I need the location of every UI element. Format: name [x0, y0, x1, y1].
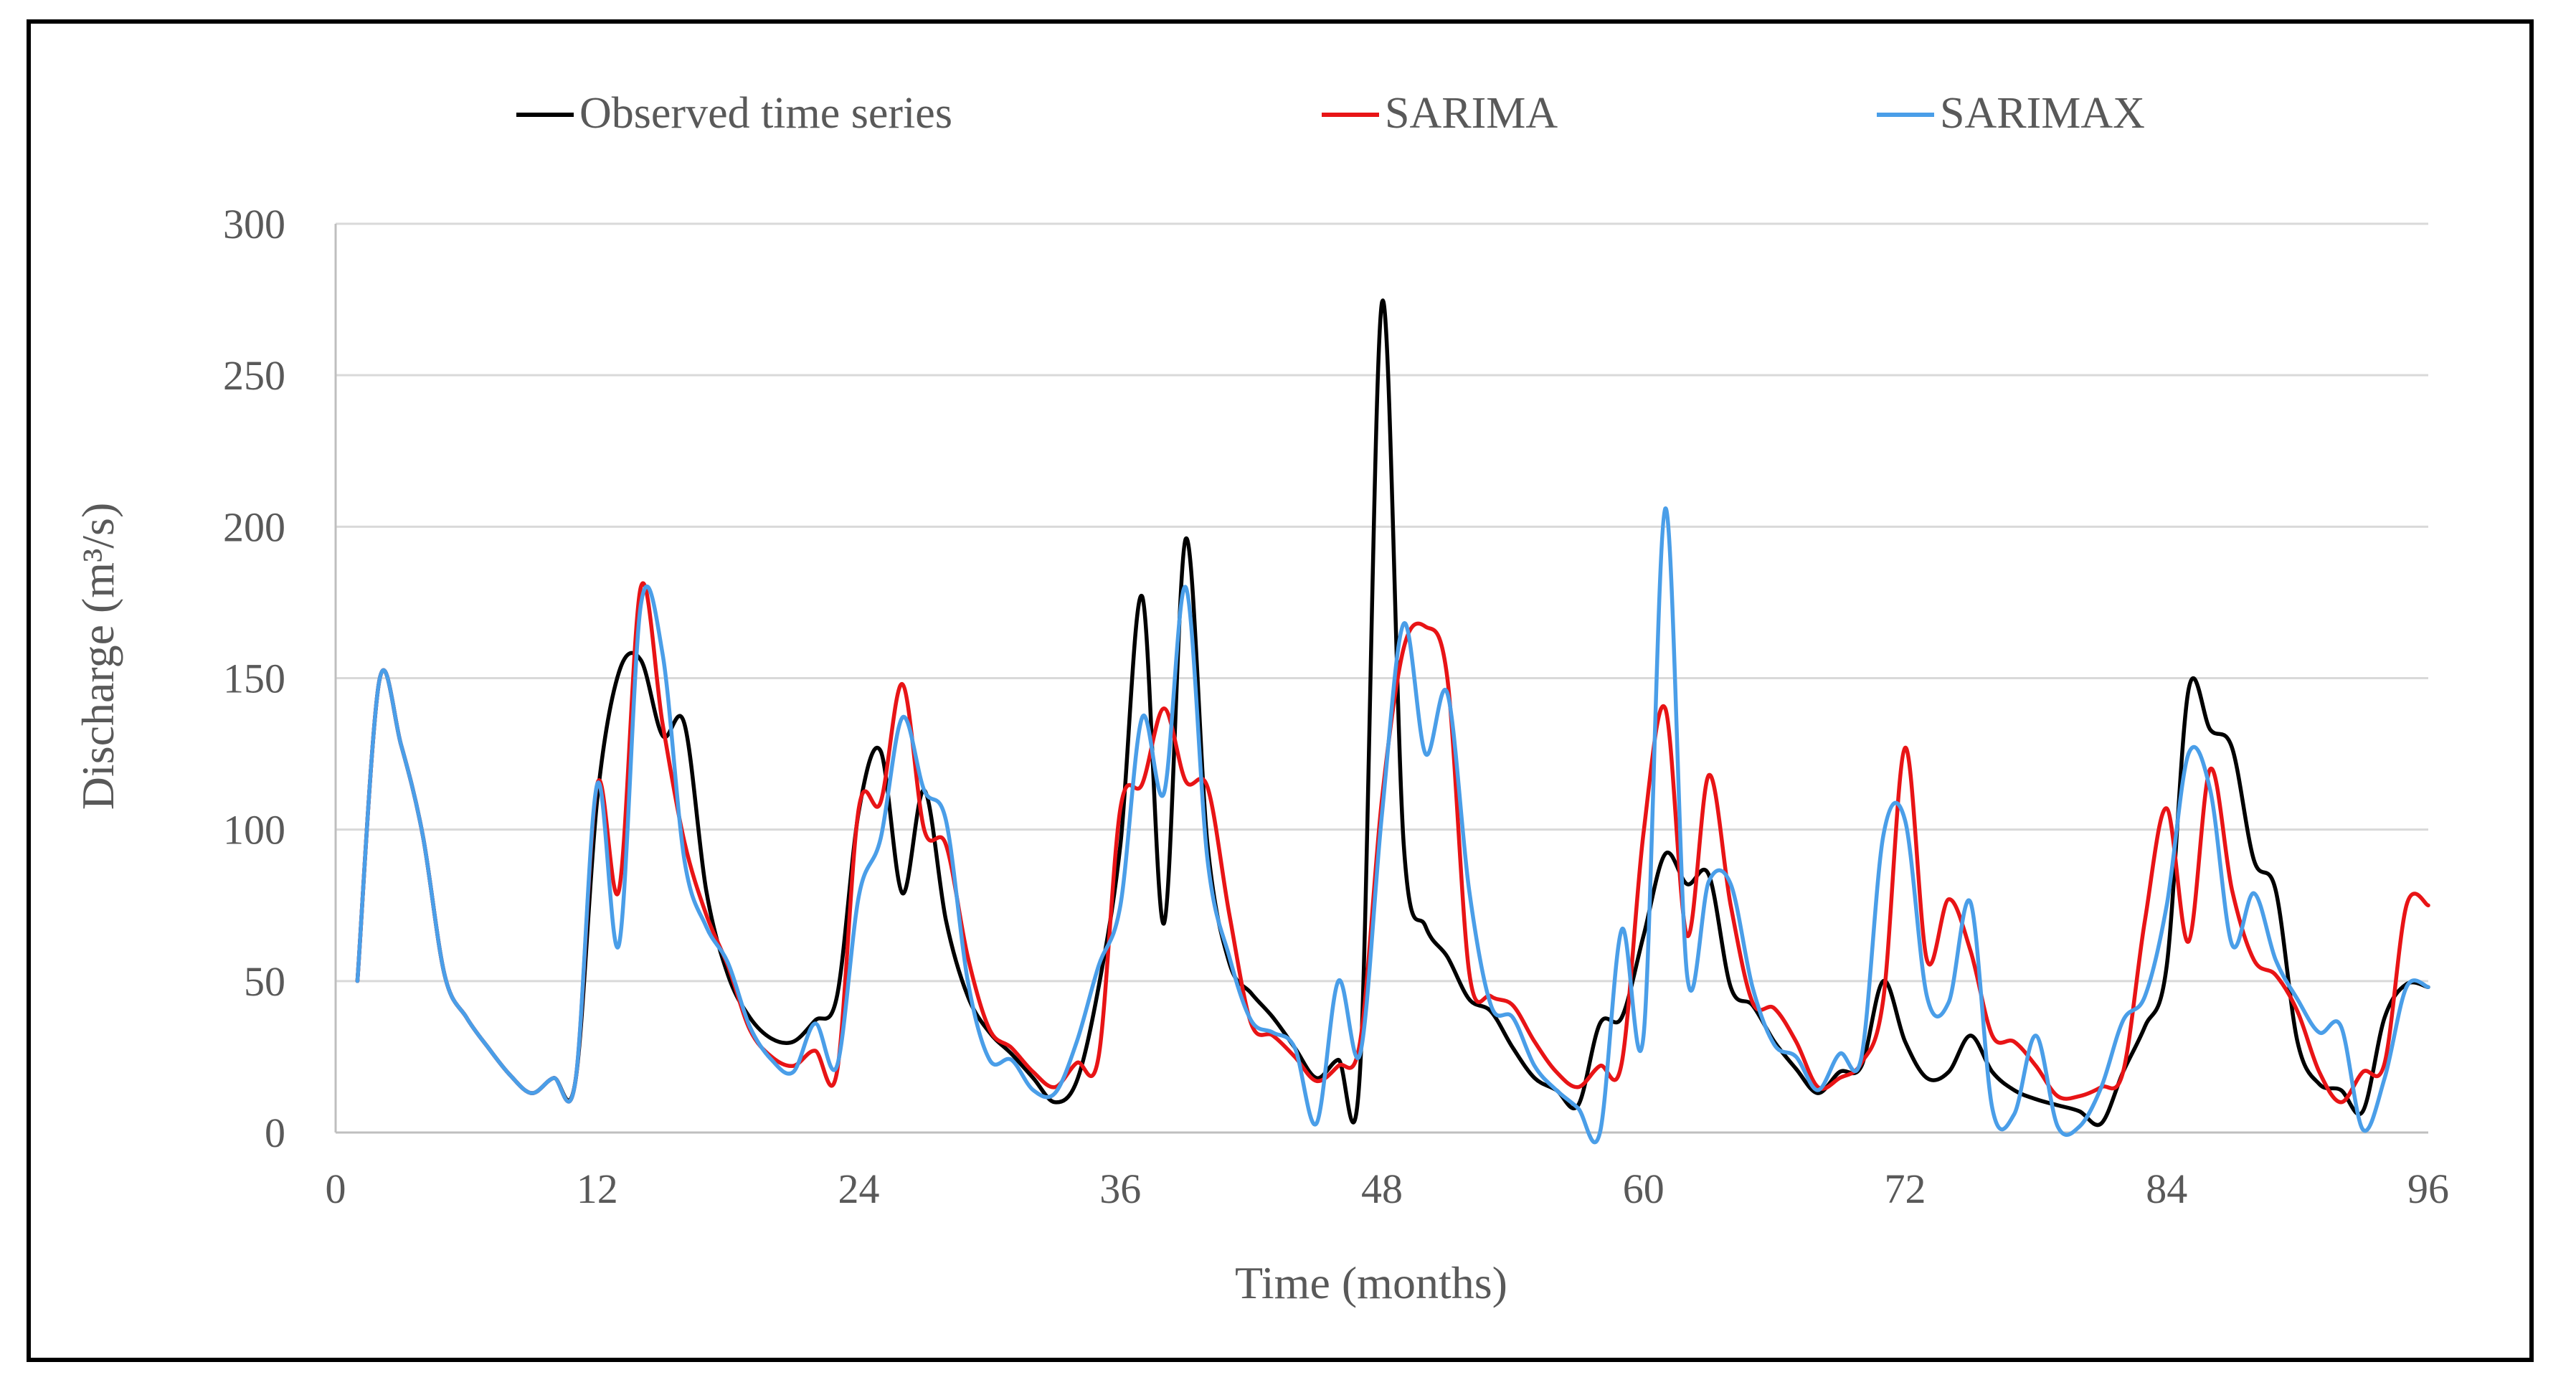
y-tick-label: 200: [223, 503, 285, 550]
series-lines: [355, 298, 2430, 1145]
gridlines: [336, 222, 2428, 983]
x-tick-label: 84: [2146, 1166, 2187, 1212]
y-tick-label: 250: [223, 352, 285, 399]
x-tick-label: 36: [1099, 1166, 1141, 1212]
legend-label: SARIMA: [1385, 89, 1558, 138]
legend: Observed time series SARIMA SARIMAX: [516, 89, 2145, 138]
series-line-sarimax: [355, 506, 2430, 1145]
x-tick-label: 96: [2407, 1166, 2449, 1212]
y-tick-label: 100: [223, 807, 285, 854]
chart-border: [27, 19, 2534, 1362]
axes: 0 50 100 150 200 250 300 0 12 24 36 48 60 72 84 96: [223, 201, 2449, 1212]
y-tick-label: 0: [265, 1110, 285, 1156]
x-tick-label: 12: [577, 1166, 618, 1212]
y-tick-label: 300: [223, 201, 285, 247]
y-tick-label: 150: [223, 656, 285, 702]
legend-label: SARIMAX: [1940, 89, 2145, 138]
x-axis-title: Time (months): [1235, 1257, 1507, 1308]
x-tick-label: 72: [1885, 1166, 1926, 1212]
x-tick-label: 0: [326, 1166, 346, 1212]
y-axis-title: Discharge (m³/s): [72, 503, 123, 810]
y-tick-label: 50: [244, 958, 285, 1005]
x-tick-label: 24: [838, 1166, 880, 1212]
x-tick-label: 60: [1623, 1166, 1665, 1212]
x-tick-label: 48: [1361, 1166, 1403, 1212]
legend-label: Observed time series: [579, 89, 952, 138]
